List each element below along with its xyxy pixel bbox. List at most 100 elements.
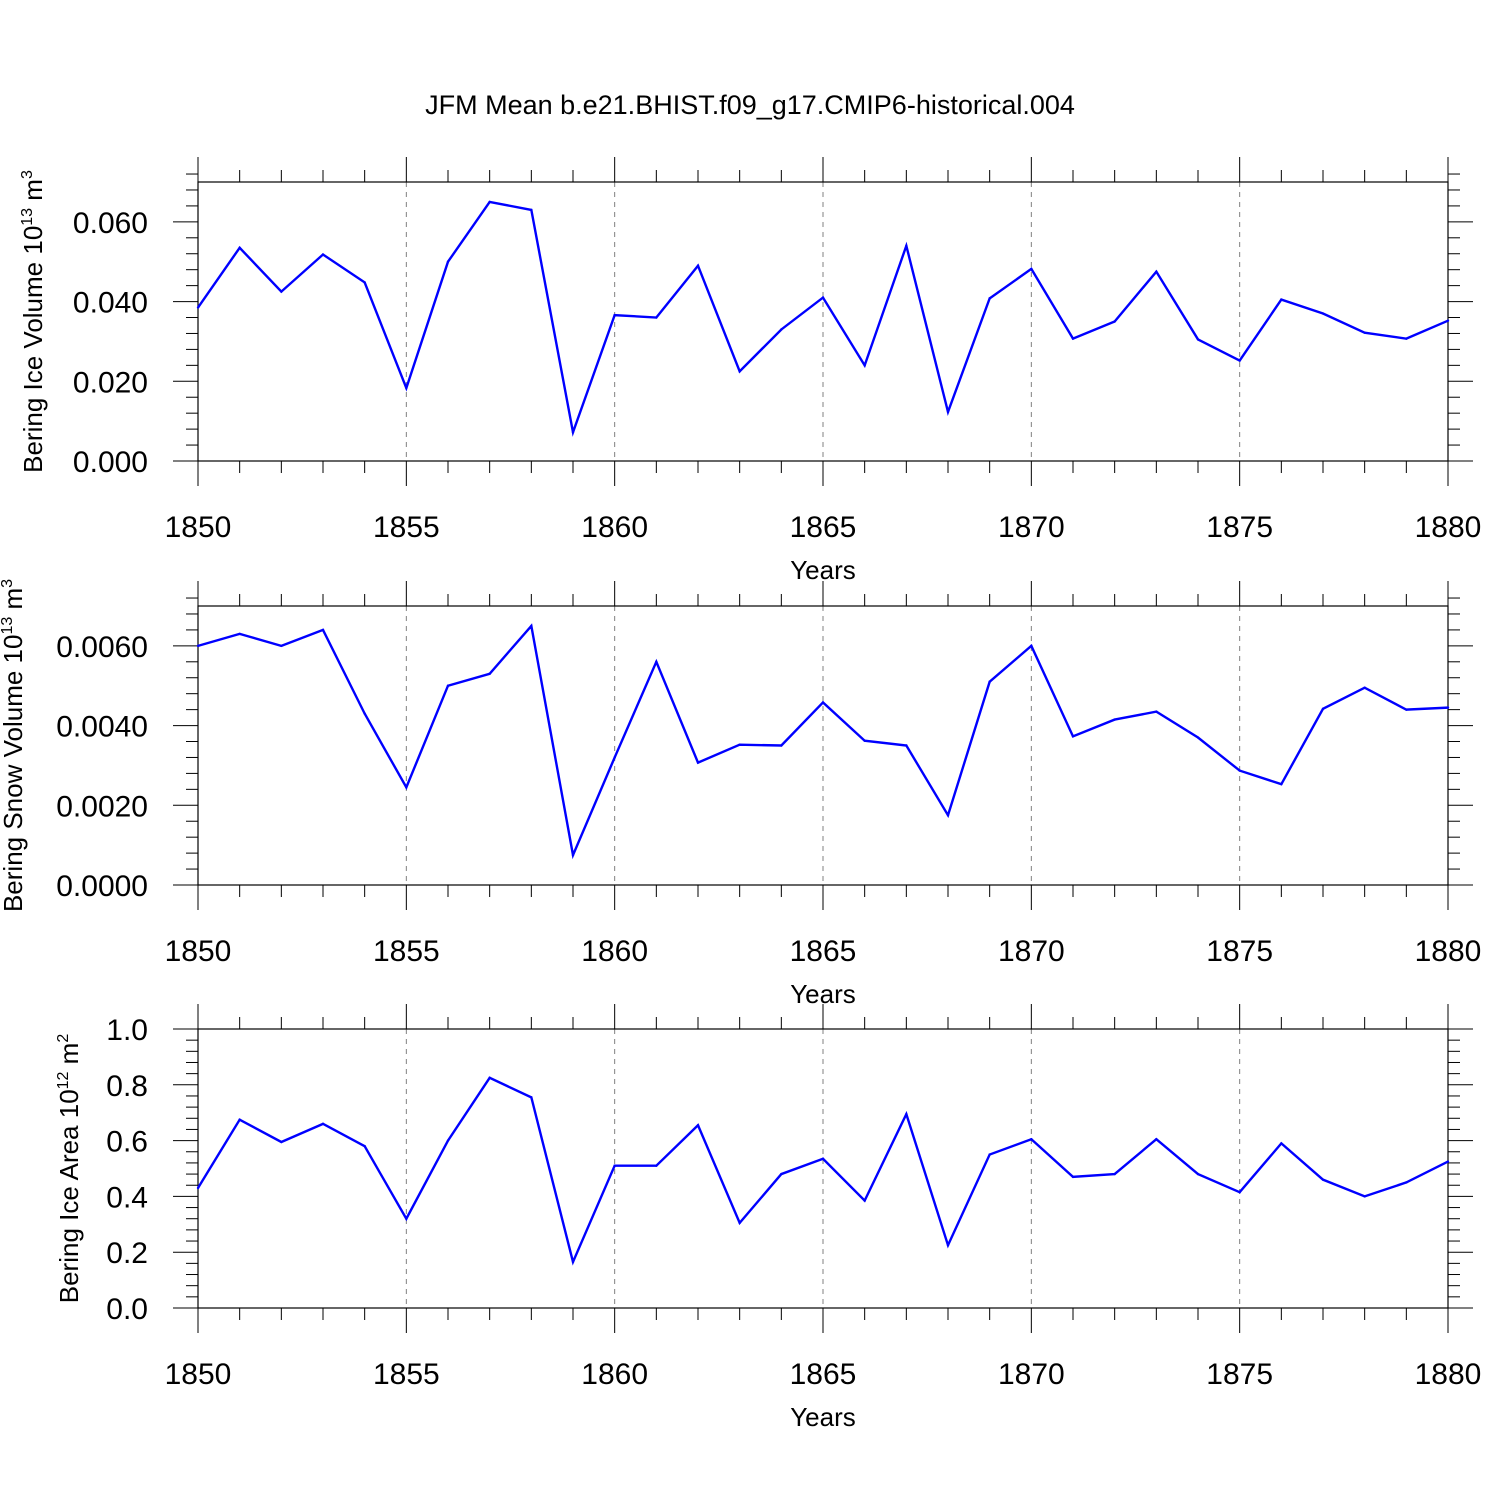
data-point (988, 680, 991, 683)
data-point (863, 364, 866, 367)
data-point (655, 1164, 658, 1167)
data-point (1155, 1138, 1158, 1141)
data-point (280, 644, 283, 648)
data-point (780, 744, 783, 747)
y-tick-label: 0.6 (106, 1126, 148, 1159)
page-title: JFM Mean b.e21.BHIST.f09_g17.CMIP6-histo… (425, 90, 1075, 120)
panel-1: 1850 1855 1860 1865 1870 1875 1880 0.000 0.020 0.… (18, 157, 1481, 585)
y-axis-title-text: m (0, 588, 28, 617)
x-tick-label: 1855 (373, 1358, 440, 1391)
x-tick-label: 1870 (998, 935, 1065, 968)
data-point (696, 761, 700, 764)
y-tick-label: 0.4 (106, 1181, 148, 1214)
y-axis-title-superscript: 12 (55, 1071, 72, 1089)
data-point (488, 672, 491, 675)
data-point (1280, 782, 1283, 786)
panel-3: 1850 1855 1860 1865 1870 1875 1880 0.0 0.2 0.4 0.6… (54, 1004, 1481, 1432)
y-tick-label: 0.060 (73, 207, 148, 240)
data-point (1363, 1195, 1366, 1198)
data-point (488, 200, 491, 204)
data-point (1071, 337, 1075, 340)
y-tick-label: 0.0 (106, 1293, 148, 1326)
data-point (863, 1199, 866, 1202)
data-point (655, 660, 658, 663)
data-point (946, 410, 950, 414)
data-point (1113, 1172, 1116, 1176)
data-point (363, 1144, 366, 1148)
data-point (988, 297, 991, 300)
data-point (1238, 359, 1241, 362)
data-point (1196, 338, 1200, 341)
data-point (696, 1124, 700, 1127)
data-point (1030, 1138, 1033, 1141)
y-tick-label: 1.0 (106, 1014, 148, 1047)
data-point (696, 264, 700, 267)
data-point (530, 208, 533, 212)
data-point (405, 1217, 408, 1220)
data-point (905, 244, 908, 247)
panel-2: 1850 1855 1860 1865 1870 1875 1880 0.0000 0.0020… (0, 579, 1481, 1009)
data-point (821, 296, 825, 299)
data-point (1030, 644, 1033, 648)
data-point (1155, 270, 1158, 273)
x-tick-label: 1850 (165, 1358, 232, 1391)
data-point (363, 281, 366, 284)
data-point (1363, 331, 1366, 334)
x-tick-label: 1865 (790, 935, 857, 968)
data-point (488, 1076, 491, 1080)
data-point (321, 253, 325, 256)
x-tick-label: 1880 (1415, 1358, 1482, 1391)
y-tick-label: 0.8 (106, 1070, 148, 1103)
data-point (1196, 736, 1200, 739)
y-tick-label: 0.040 (73, 287, 148, 320)
y-axis-title-superscript: 13 (0, 617, 16, 635)
data-point (1280, 1142, 1283, 1145)
data-point (238, 632, 241, 636)
data-point (821, 1157, 825, 1160)
y-axis-title-text: Bering Snow Volume 10 (0, 635, 28, 913)
data-point (1071, 735, 1075, 738)
y-tick-label: 0.020 (73, 366, 148, 399)
data-point (530, 1096, 533, 1099)
data-point (405, 386, 408, 390)
x-axis-title: Years (790, 1402, 856, 1432)
y-tick-label: 0.000 (73, 446, 148, 479)
x-axis-title: Years (790, 555, 856, 585)
data-point (1238, 769, 1241, 772)
data-point (988, 1153, 991, 1156)
y-axis-title-text: m (18, 179, 48, 208)
data-point (1321, 312, 1325, 315)
x-tick-label: 1875 (1206, 935, 1273, 968)
x-tick-label: 1855 (373, 935, 440, 968)
y-axis-title-superscript: 3 (0, 579, 16, 588)
x-tick-label: 1850 (165, 511, 232, 544)
data-point (238, 246, 241, 249)
data-point (446, 1139, 450, 1142)
data-point (571, 853, 575, 857)
data-point (905, 744, 908, 747)
data-point (780, 328, 783, 331)
x-tick-label: 1880 (1415, 935, 1482, 968)
y-tick-label: 0.0000 (56, 870, 148, 903)
data-point (321, 1122, 325, 1126)
data-point (613, 1164, 616, 1167)
data-point (1363, 686, 1366, 689)
data-point (1321, 707, 1325, 711)
data-point (1280, 298, 1283, 301)
data-point (905, 1112, 908, 1116)
x-tick-label: 1860 (581, 1358, 648, 1391)
x-tick-label: 1855 (373, 511, 440, 544)
data-point (196, 644, 200, 648)
y-tick-label: 0.0020 (56, 790, 148, 823)
x-tick-label: 1860 (581, 511, 648, 544)
x-tick-label: 1875 (1206, 511, 1273, 544)
data-point (280, 290, 283, 293)
data-point (321, 628, 325, 632)
data-point (1405, 708, 1408, 711)
data-point (821, 701, 825, 704)
data-point (1071, 1175, 1075, 1179)
data-point (446, 684, 450, 687)
y-axis-title: Bering Ice Area 1012 m2 (54, 1034, 84, 1304)
data-point (613, 313, 616, 317)
